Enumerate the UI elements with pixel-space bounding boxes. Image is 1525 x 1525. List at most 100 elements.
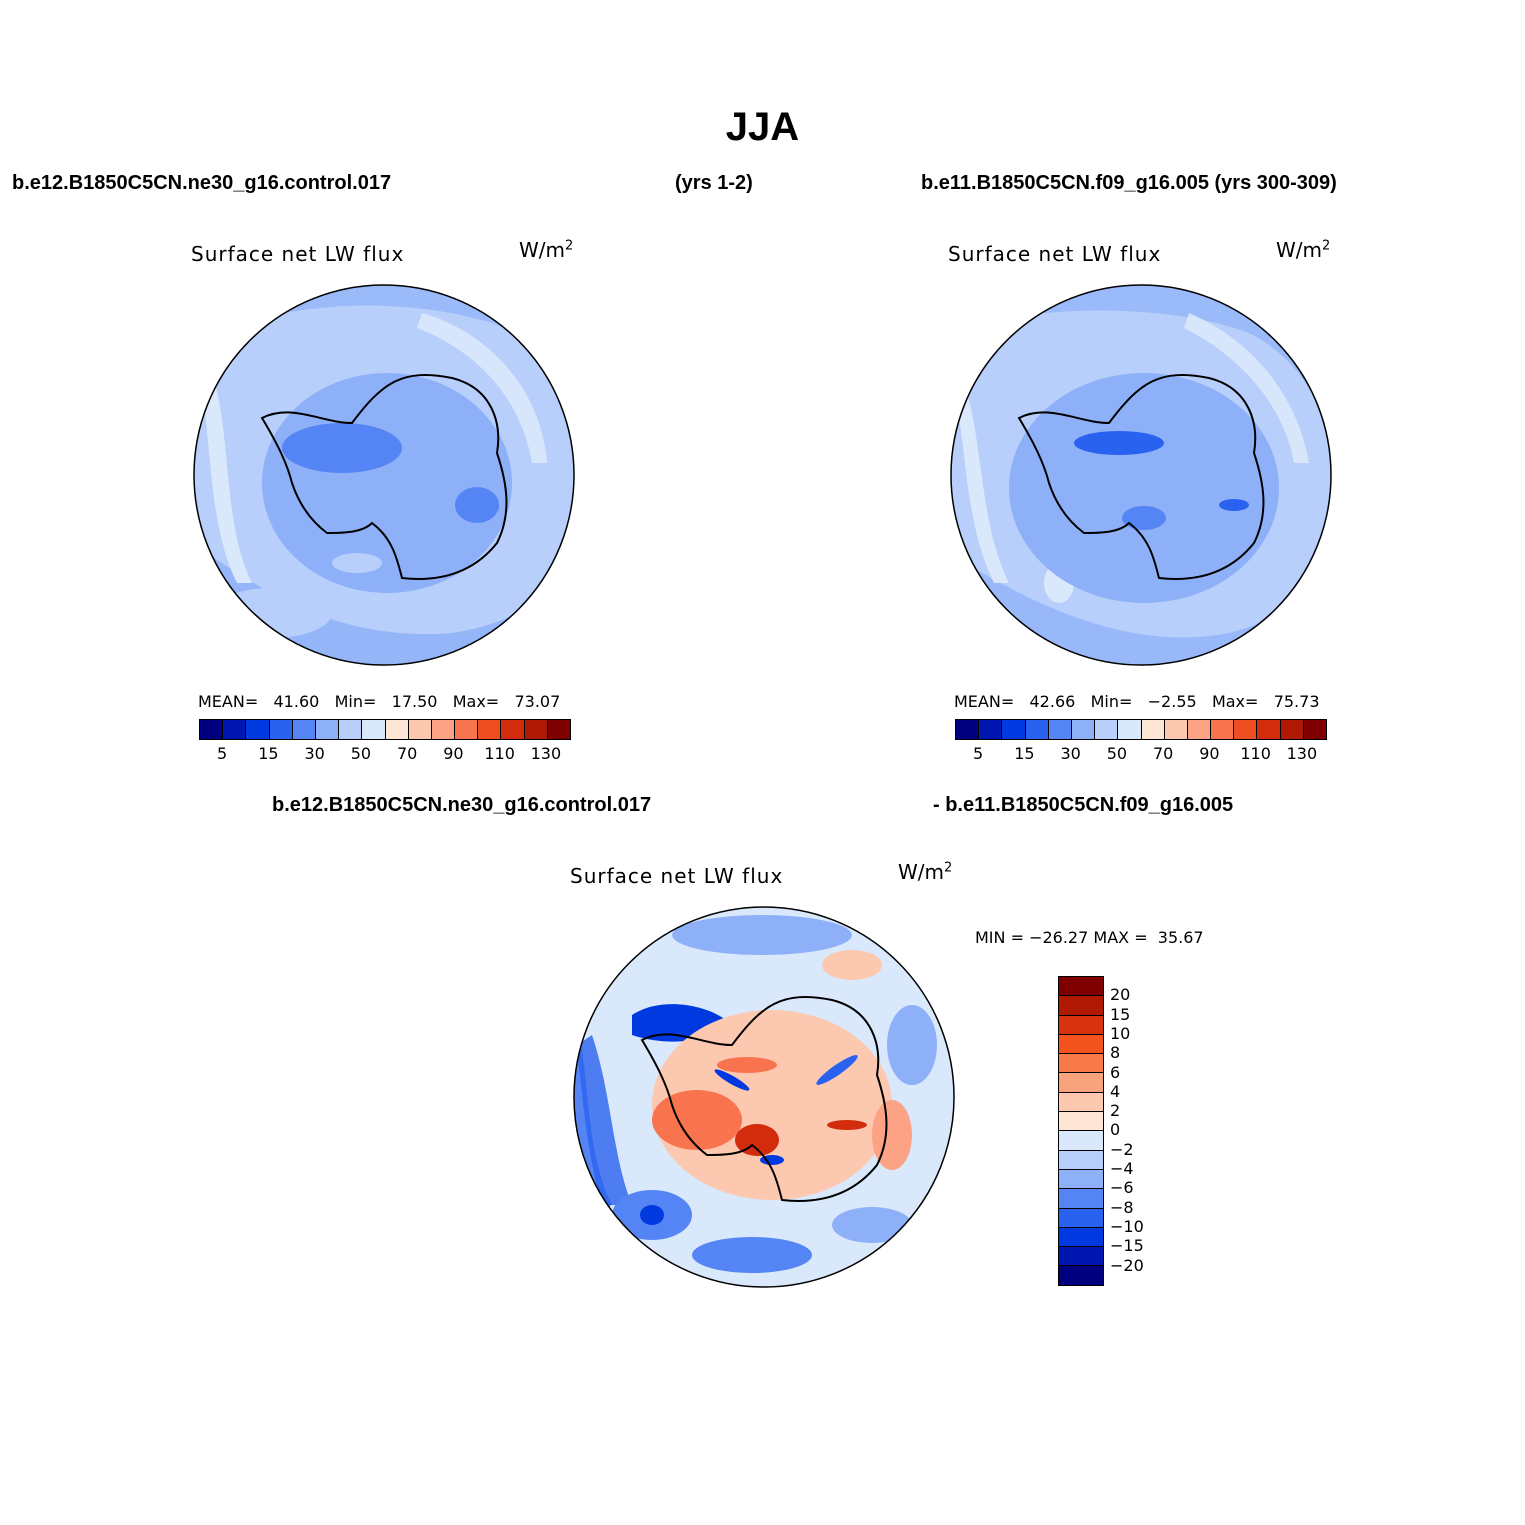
colorbar-tick-label: 2 <box>1110 1101 1121 1121</box>
colorbar-tick-label: −15 <box>1110 1236 1144 1256</box>
colorbar-swatch <box>1059 1227 1103 1248</box>
colorbar-tick-label: 70 <box>396 744 418 763</box>
colorbar-swatch <box>315 720 340 739</box>
colorbar-tick-label: 20 <box>1110 985 1131 1005</box>
colorbar-swatch <box>408 720 432 739</box>
colorbar-swatch <box>1095 720 1119 739</box>
colorbar-swatch <box>1059 1015 1103 1035</box>
colorbar-tick-label: −6 <box>1110 1178 1134 1198</box>
colorbar-tick-label: 0 <box>1110 1120 1121 1140</box>
panel3-stats: MIN = −26.27 MAX = 35.67 <box>975 928 1204 947</box>
colorbar-tick-label: 130 <box>530 744 562 763</box>
colorbar-tick-label: −8 <box>1110 1197 1134 1217</box>
colorbar-tick-label: 6 <box>1110 1062 1121 1082</box>
colorbar-swatch <box>956 720 980 739</box>
colorbar-swatch <box>1059 1266 1103 1285</box>
panel3-variable-title: Surface net LW flux <box>570 864 784 888</box>
colorbar-swatch <box>1059 1169 1103 1190</box>
colorbar-tick-label: 4 <box>1110 1081 1121 1101</box>
colorbar-swatch <box>292 720 316 739</box>
panel1-units: W/m2 <box>519 238 574 262</box>
panel3-colorbar <box>1058 976 1104 1286</box>
colorbar-tick-label: 10 <box>1110 1023 1131 1043</box>
colorbar-swatch <box>1059 1034 1103 1055</box>
panel1-polar-map <box>193 284 575 666</box>
colorbar-swatch <box>1059 1092 1103 1113</box>
panel1-variable-title: Surface net LW flux <box>191 242 405 266</box>
colorbar-tick-label: −2 <box>1110 1139 1134 1159</box>
colorbar-swatch <box>431 720 456 739</box>
colorbar-swatch <box>979 720 1003 739</box>
colorbar-tick-label: 90 <box>443 744 464 763</box>
colorbar-swatch <box>200 720 224 739</box>
colorbar-tick-label: −20 <box>1110 1255 1144 1275</box>
colorbar-swatch <box>246 720 270 739</box>
colorbar-swatch <box>1141 720 1165 739</box>
colorbar-swatch <box>1211 720 1235 739</box>
colorbar-swatch <box>1303 720 1326 739</box>
colorbar-swatch <box>1234 720 1258 739</box>
diff-case1-name: b.e12.B1850C5CN.ne30_g16.control.017 <box>272 794 652 816</box>
colorbar-swatch <box>1059 1054 1103 1074</box>
panel2-stats: MEAN= 42.66 Min= −2.55 Max= 75.73 <box>954 692 1320 711</box>
page-title: JJA <box>725 105 800 149</box>
colorbar-swatch <box>1257 720 1281 739</box>
colorbar-swatch <box>1118 720 1142 739</box>
colorbar-tick-label: 110 <box>484 744 515 763</box>
colorbar-swatch <box>1164 720 1188 739</box>
colorbar-swatch <box>339 720 363 739</box>
colorbar-swatch <box>1059 1073 1103 1093</box>
panel1-colorbar <box>199 719 571 740</box>
colorbar-swatch <box>1071 720 1096 739</box>
case1-name: b.e12.B1850C5CN.ne30_g16.control.017 <box>12 172 392 194</box>
colorbar-swatch <box>455 720 479 739</box>
colorbar-tick-label: −4 <box>1110 1159 1134 1178</box>
case2-name: b.e11.B1850C5CN.f09_g16.005 (yrs 300-309… <box>921 172 1337 194</box>
colorbar-tick-label: 130 <box>1286 744 1318 763</box>
colorbar-tick-label: 30 <box>1060 744 1081 763</box>
colorbar-swatch <box>223 720 247 739</box>
colorbar-tick-label: 8 <box>1110 1043 1121 1063</box>
colorbar-swatch <box>1025 720 1049 739</box>
panel2-variable-title: Surface net LW flux <box>948 242 1162 266</box>
diff-case2-name: - b.e11.B1850C5CN.f09_g16.005 <box>933 794 1234 816</box>
colorbar-swatch <box>385 720 409 739</box>
colorbar-swatch <box>362 720 386 739</box>
colorbar-swatch <box>1048 720 1072 739</box>
colorbar-swatch <box>1187 720 1212 739</box>
colorbar-tick-label: 50 <box>1106 744 1128 763</box>
colorbar-tick-label: 50 <box>350 744 372 763</box>
colorbar-swatch <box>269 720 293 739</box>
colorbar-swatch <box>1059 1131 1103 1151</box>
colorbar-swatch <box>547 720 570 739</box>
panel2-units: W/m2 <box>1276 238 1331 262</box>
colorbar-swatch <box>1059 1189 1103 1209</box>
panel2-colorbar <box>955 719 1327 740</box>
colorbar-tick-label: 15 <box>258 744 279 763</box>
panel3-units: W/m2 <box>898 860 953 884</box>
colorbar-swatch <box>524 720 548 739</box>
colorbar-swatch <box>1002 720 1026 739</box>
colorbar-swatch <box>1059 977 1103 997</box>
colorbar-swatch <box>501 720 525 739</box>
panel3-polar-map <box>573 906 955 1288</box>
colorbar-tick-label: 90 <box>1199 744 1220 763</box>
colorbar-tick-label: 15 <box>1014 744 1035 763</box>
colorbar-swatch <box>1059 1150 1103 1170</box>
panel2-polar-map <box>950 284 1332 666</box>
colorbar-swatch <box>1059 1208 1103 1228</box>
colorbar-tick-label: 5 <box>217 744 228 763</box>
colorbar-tick-label: 70 <box>1152 744 1174 763</box>
colorbar-tick-label: 5 <box>973 744 984 763</box>
colorbar-swatch <box>1059 1247 1103 1267</box>
colorbar-swatch <box>1280 720 1304 739</box>
case1-years: (yrs 1-2) <box>675 172 753 194</box>
colorbar-swatch <box>1059 996 1103 1016</box>
colorbar-swatch <box>478 720 502 739</box>
colorbar-tick-label: −10 <box>1110 1216 1144 1236</box>
colorbar-tick-label: 110 <box>1240 744 1271 763</box>
colorbar-swatch <box>1059 1112 1103 1132</box>
colorbar-tick-label: 15 <box>1110 1004 1131 1024</box>
colorbar-tick-label: 30 <box>304 744 325 763</box>
panel1-stats: MEAN= 41.60 Min= 17.50 Max= 73.07 <box>198 692 561 711</box>
